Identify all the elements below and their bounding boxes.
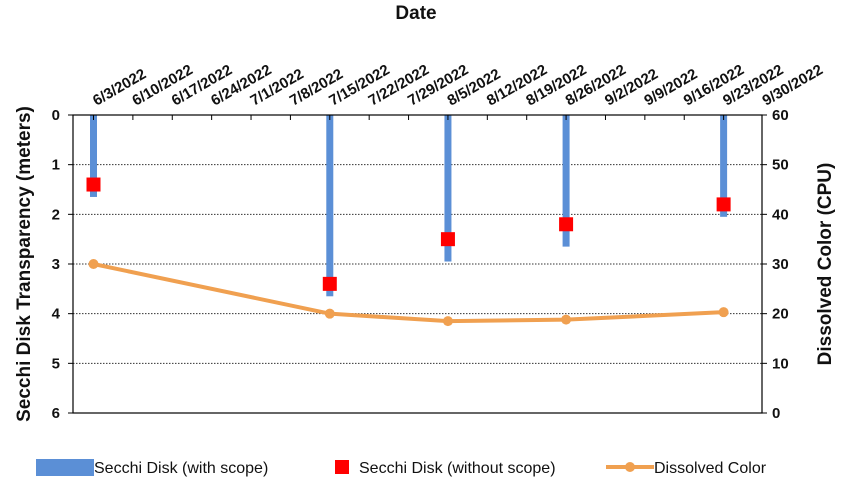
dissolved-color-point-4 [718, 307, 729, 318]
y-left-tick-label-2: 2 [52, 206, 60, 223]
legend-label-with-scope: Secchi Disk (with scope) [94, 460, 268, 477]
bar-with-scope-3 [562, 115, 570, 247]
marker-without-scope-0 [86, 177, 101, 192]
dissolved-color-line [88, 259, 729, 327]
y-left-tick-label-4: 4 [52, 306, 61, 323]
x-ticks: 6/3/20226/10/20226/17/20226/24/20227/1/2… [90, 61, 826, 120]
dissolved-color-polyline [93, 262, 724, 324]
bars-with-scope [90, 115, 728, 297]
x-axis-title: Date [395, 3, 436, 24]
dissolved-color-point-0 [88, 259, 99, 269]
y-right-tick-label-4: 40 [772, 206, 789, 223]
y-right-tick-label-5: 50 [772, 157, 789, 174]
y-left-ticks: 0 1 2 3 4 5 6 [52, 107, 73, 422]
legend: Secchi Disk (with scope) Secchi Disk (wi… [36, 459, 767, 477]
y-right-tick-label-6: 60 [772, 107, 789, 124]
y-left-tick-label-1: 1 [52, 157, 60, 174]
bar-with-scope-4 [720, 115, 728, 217]
y-right-axis-title: Dissolved Color (CPU) [815, 163, 836, 366]
marker-without-scope-2 [440, 232, 455, 247]
bar-with-scope-2 [444, 115, 452, 262]
marker-without-scope-3 [559, 217, 574, 232]
legend-swatch-dissolved-color-marker [625, 462, 635, 472]
bar-with-scope-0 [90, 115, 97, 197]
marker-without-scope-1 [322, 276, 337, 291]
y-left-tick-label-3: 3 [52, 256, 60, 273]
y-right-tick-label-3: 30 [772, 256, 789, 273]
gridlines [73, 164, 762, 364]
y-left-axis-title: Secchi Disk Transparency (meters) [14, 106, 35, 422]
legend-label-without-scope: Secchi Disk (without scope) [359, 460, 556, 477]
y-right-ticks: 0 10 20 30 40 50 60 [762, 107, 789, 422]
legend-label-dissolved-color: Dissolved Color [654, 460, 767, 477]
dissolved-color-point-1 [324, 308, 335, 319]
y-right-tick-label-0: 0 [772, 405, 780, 422]
legend-swatch-with-scope [36, 459, 94, 476]
dissolved-color-point-3 [561, 314, 572, 325]
y-right-tick-label-2: 20 [772, 306, 789, 323]
y-right-tick-label-1: 10 [772, 355, 789, 372]
marker-without-scope-4 [716, 197, 731, 212]
y-left-tick-label-6: 6 [52, 405, 60, 422]
y-left-tick-label-0: 0 [52, 107, 60, 124]
markers-without-scope [86, 177, 731, 291]
dissolved-color-point-2 [442, 316, 453, 327]
y-left-tick-label-5: 5 [52, 355, 60, 372]
legend-swatch-without-scope [335, 460, 349, 474]
bar-with-scope-1 [326, 115, 334, 297]
